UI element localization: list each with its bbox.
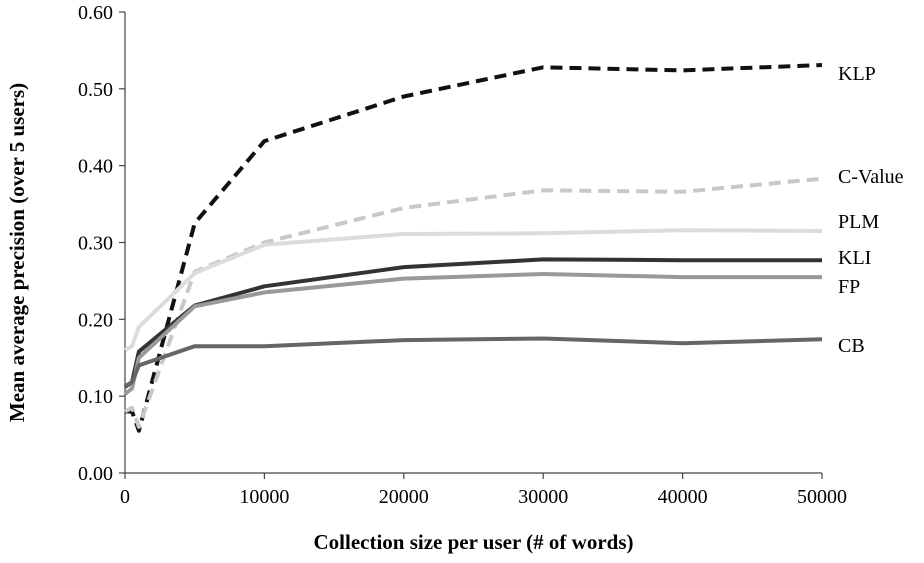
series-line-c-value <box>124 176 823 429</box>
series-line-klp <box>125 63 823 433</box>
x-tick-label: 40000 <box>658 486 708 508</box>
x-tick-label: 10000 <box>239 486 289 508</box>
x-tick-label: 20000 <box>379 486 429 508</box>
y-tick-label: 0.10 <box>78 386 113 408</box>
y-tick-label: 0.30 <box>78 233 113 255</box>
y-tick-label: 0.20 <box>78 309 113 331</box>
y-tick-label: 0.50 <box>78 79 113 101</box>
series-label-plm: PLM <box>838 211 879 233</box>
series-line-fp <box>123 272 822 396</box>
series-label-fp: FP <box>838 276 860 298</box>
y-tick-label: 0.40 <box>78 156 113 178</box>
y-tick-label: 0.00 <box>78 463 113 485</box>
series-labels: KLP C-Value PLM KLI FP CB <box>838 63 904 357</box>
x-tick-label: 50000 <box>797 486 847 508</box>
series-label-cb: CB <box>838 335 865 357</box>
axes: 0.00 0.10 0.20 0.30 0.40 0.50 0.60 0 10000 20000 3… <box>78 2 847 508</box>
series-line-plm <box>124 228 823 352</box>
series-line-cb <box>124 336 823 388</box>
series-label-klp: KLP <box>838 63 876 85</box>
y-axis-title: Mean average precision (over 5 users) <box>5 83 29 422</box>
x-axis-title: Collection size per user (# of words) <box>313 530 633 554</box>
series-label-kli: KLI <box>838 247 871 269</box>
series-label-c-value: C-Value <box>838 166 904 188</box>
y-tick-label: 0.60 <box>78 2 113 24</box>
series-layer <box>123 63 823 433</box>
x-tick-label: 0 <box>120 486 130 508</box>
x-tick-label: 30000 <box>518 486 568 508</box>
